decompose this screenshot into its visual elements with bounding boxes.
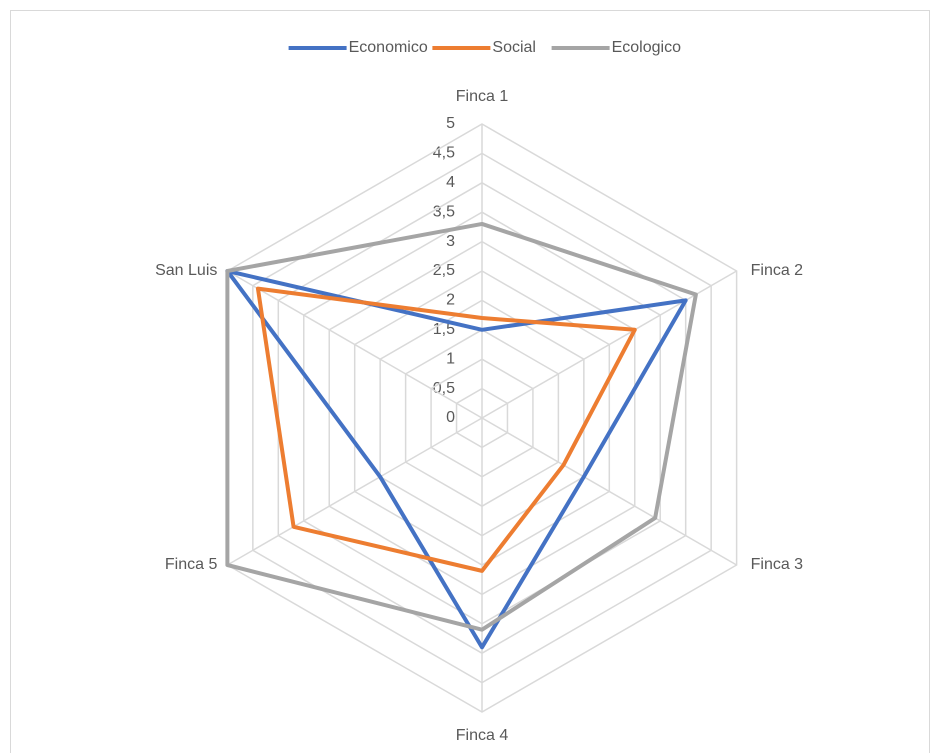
category-label: Finca 1 bbox=[456, 88, 509, 105]
category-label: Finca 4 bbox=[456, 727, 509, 744]
category-label: Finca 2 bbox=[751, 262, 804, 279]
r-tick-label: 0,5 bbox=[433, 380, 455, 397]
r-tick-label: 3,5 bbox=[433, 203, 455, 220]
legend-label: Social bbox=[492, 39, 536, 56]
legend-label: Ecologico bbox=[612, 39, 681, 56]
r-tick-label: 3 bbox=[446, 233, 455, 250]
r-tick-label: 0 bbox=[446, 409, 455, 426]
r-tick-label: 2,5 bbox=[433, 262, 455, 279]
spoke bbox=[227, 270, 483, 419]
r-tick-label: 2 bbox=[446, 292, 455, 309]
category-label: Finca 5 bbox=[165, 556, 218, 573]
r-tick-label: 5 bbox=[446, 115, 455, 132]
category-label: San Luis bbox=[155, 262, 217, 279]
r-tick-label: 1 bbox=[446, 350, 455, 367]
legend-label: Economico bbox=[349, 39, 428, 56]
chart-frame bbox=[10, 10, 930, 753]
spoke bbox=[481, 417, 737, 566]
series-line bbox=[225, 221, 698, 632]
category-label: Finca 3 bbox=[751, 556, 804, 573]
r-tick-label: 4,5 bbox=[433, 145, 455, 162]
series-line bbox=[255, 286, 637, 573]
spoke bbox=[227, 417, 483, 566]
r-tick-label: 4 bbox=[446, 174, 455, 191]
